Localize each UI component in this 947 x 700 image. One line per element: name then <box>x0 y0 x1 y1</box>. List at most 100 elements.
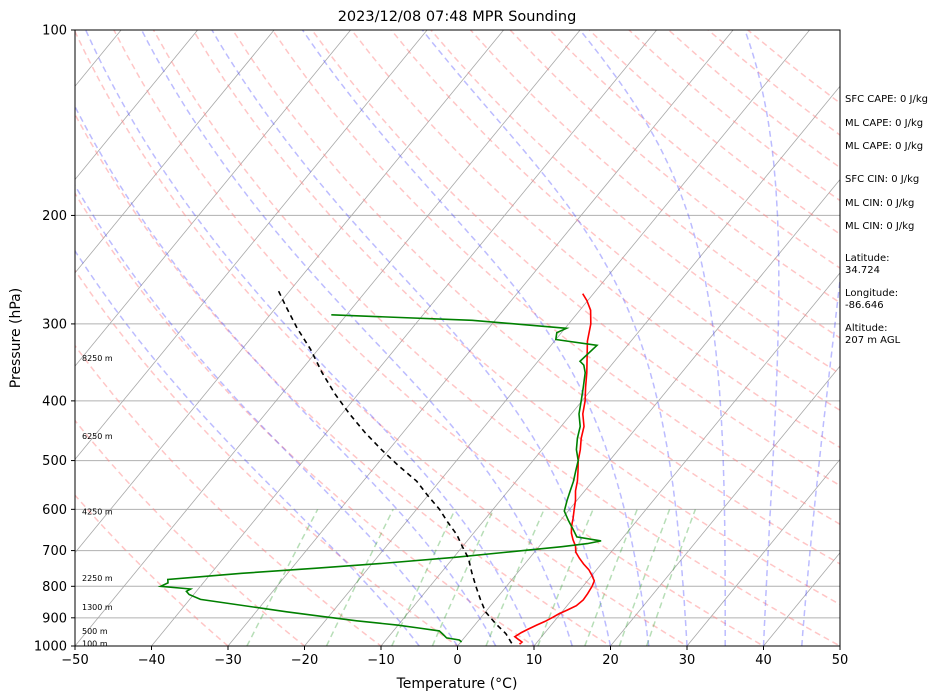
dry-adiabat-line <box>75 112 612 646</box>
height-label: 1300 m <box>82 603 113 612</box>
sounding-parameters: SFC CAPE: 0 J/kg ML CAPE: 0 J/kg ML CAPE: … <box>845 94 928 346</box>
isotherm-line <box>227 30 734 646</box>
dry-adiabat-line <box>75 419 306 646</box>
y-tick-label: 500 <box>42 454 67 469</box>
moist-adiabat-line <box>801 273 840 646</box>
moist-adiabat-line <box>579 30 727 646</box>
moist-adiabat-line <box>744 30 780 646</box>
y-axis-label: Pressure (hPa) <box>8 288 24 388</box>
isotherm-line <box>75 30 581 646</box>
dry-adiabat-line <box>350 30 840 449</box>
height-label: 2250 m <box>82 574 113 583</box>
parameter-text: 207 m AGL <box>845 335 901 346</box>
x-tick-label: 30 <box>679 653 696 668</box>
series-layer <box>157 290 602 645</box>
parameter-text: ML CIN: 0 J/kg <box>845 221 914 232</box>
parameter-text: Latitude: <box>845 253 890 264</box>
isotherm-line <box>686 458 840 646</box>
dry-adiabat-line <box>75 344 383 646</box>
y-tick-label: 800 <box>42 580 67 595</box>
isotherm-line <box>150 30 658 646</box>
mixing-ratio-line <box>391 508 456 646</box>
dry-adiabat-line <box>113 30 765 646</box>
background-lines <box>75 30 840 646</box>
moist-adiabat-line <box>301 30 650 646</box>
isotherm-line <box>75 30 505 554</box>
isotherm-line <box>75 30 275 274</box>
moist-adiabat-line <box>211 30 612 646</box>
isotherm-line <box>380 85 840 646</box>
dry-adiabat-line <box>469 30 840 339</box>
isotherm-line <box>75 30 352 367</box>
x-axis-label: Temperature (°C) <box>396 676 518 692</box>
moist-adiabat-line <box>421 30 688 646</box>
parameter-text: 34.724 <box>845 265 880 276</box>
chart-title: 2023/12/08 07:48 MPR Sounding <box>338 9 577 25</box>
moist-adiabat-line <box>85 30 535 646</box>
y-ticks: 1000 900 800 700 600 500 400 300 200 100 <box>34 24 75 655</box>
mixing-ratio-line <box>584 509 638 646</box>
dry-adiabat-line <box>75 192 536 646</box>
dry-adiabat-line <box>152 30 840 646</box>
x-ticks: −50 −40 −30 −20 −10 0 10 20 30 40 50 <box>61 646 848 668</box>
x-tick-label: −50 <box>61 653 88 668</box>
dry-adiabat-line <box>192 30 840 606</box>
x-tick-label: −10 <box>367 653 394 668</box>
dry-adiabat-line <box>231 30 840 565</box>
mixing-ratio-line <box>618 509 671 646</box>
x-tick-label: 0 <box>453 653 461 668</box>
dry-adiabat-line <box>75 494 230 646</box>
height-label: 8250 m <box>82 354 113 363</box>
parameter-text: ML CIN: 0 J/kg <box>845 198 914 209</box>
height-label: 4250 m <box>82 508 113 517</box>
height-label: 500 m <box>82 627 108 636</box>
x-tick-label: 20 <box>602 653 619 668</box>
dry-adiabat-line <box>311 30 840 487</box>
moist-adiabat-line <box>75 184 459 646</box>
isotherm-line <box>533 272 840 646</box>
height-labels: 100 m 500 m 1300 m 2250 m 4250 m 6250 m 8250 m <box>82 354 113 648</box>
y-tick-label: 900 <box>42 611 67 626</box>
isotherm-line <box>75 30 199 181</box>
parameter-text: -86.646 <box>845 300 884 311</box>
x-tick-label: −30 <box>214 653 241 668</box>
height-label: 6250 m <box>82 432 113 441</box>
dewpoint-profile <box>157 314 602 643</box>
y-tick-label: 700 <box>42 544 67 559</box>
isotherm-line <box>609 365 840 646</box>
parameter-text: Altitude: <box>845 323 887 334</box>
parameter-text: ML CAPE: 0 J/kg <box>845 141 923 152</box>
parameter-text: SFC CIN: 0 J/kg <box>845 174 919 185</box>
parameter-text: SFC CAPE: 0 J/kg <box>845 94 928 105</box>
mixing-ratio-line <box>645 509 697 646</box>
y-tick-label: 600 <box>42 503 67 518</box>
isotherm-line <box>75 30 428 461</box>
moist-adiabat-line <box>140 30 574 646</box>
y-tick-label: 100 <box>42 24 67 39</box>
y-tick-label: 1000 <box>34 640 67 655</box>
mixing-ratio-line <box>431 508 495 646</box>
parcel-profile <box>277 290 513 644</box>
mixing-ratio-line <box>246 508 319 646</box>
x-tick-label: −20 <box>291 653 318 668</box>
x-tick-label: 40 <box>755 653 772 668</box>
height-label: 100 m <box>82 639 108 648</box>
mixing-ratio-line <box>537 509 594 646</box>
dry-adiabat-line <box>271 30 840 526</box>
temperature-profile <box>513 293 596 645</box>
dry-adiabat-line <box>429 30 840 375</box>
mixing-ratio-line <box>485 509 545 646</box>
x-tick-label: 10 <box>526 653 543 668</box>
parameter-text: Longitude: <box>845 288 898 299</box>
mixing-ratio-line <box>325 508 394 646</box>
y-tick-label: 200 <box>42 209 67 224</box>
moist-adiabat-line <box>75 104 497 646</box>
y-tick-label: 400 <box>42 394 67 409</box>
x-tick-label: −40 <box>138 653 165 668</box>
x-tick-label: 50 <box>832 653 849 668</box>
y-tick-label: 300 <box>42 317 67 332</box>
dry-adiabat-line <box>75 30 689 646</box>
dry-adiabat-line <box>75 268 459 646</box>
parameter-text: ML CAPE: 0 J/kg <box>845 118 923 129</box>
